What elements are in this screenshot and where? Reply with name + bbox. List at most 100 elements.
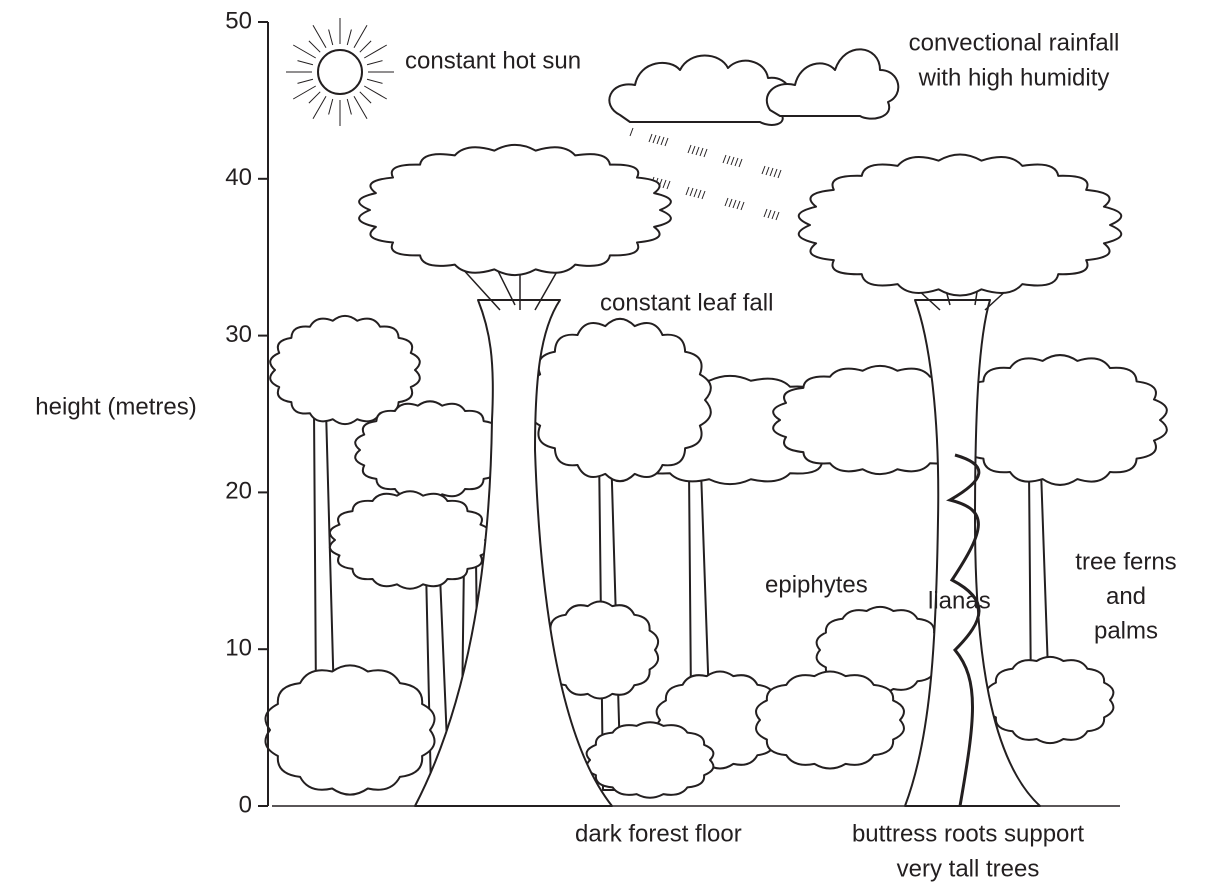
rain-drop <box>777 169 782 179</box>
crown <box>328 490 492 590</box>
tick-label: 30 <box>225 321 252 348</box>
crown <box>354 400 506 500</box>
rain-drop <box>652 134 657 144</box>
cloud <box>765 48 900 120</box>
sun-ray <box>353 24 368 49</box>
crown <box>797 153 1123 297</box>
axis-ticks: 0 10 20 30 40 50 <box>225 7 268 818</box>
rain <box>629 127 782 221</box>
rain-drop <box>728 198 733 208</box>
sun-ray <box>363 44 388 59</box>
rain-drop <box>662 179 667 189</box>
annotation: convectional rainfall <box>909 29 1120 56</box>
rain-drop <box>736 200 741 210</box>
crown <box>952 354 1168 486</box>
sun-ray <box>346 98 352 115</box>
sun <box>317 49 363 95</box>
crown <box>985 655 1115 745</box>
crown <box>358 143 672 277</box>
rain-drop <box>726 155 731 165</box>
rain-drop <box>769 167 774 177</box>
emergent-trunk <box>904 299 1041 807</box>
rain-drop <box>703 148 708 158</box>
annotation: tree ferns <box>1075 548 1176 575</box>
annotation: lianas <box>928 587 991 614</box>
rain-drop <box>724 197 729 207</box>
sun-ray <box>346 29 352 46</box>
rain-drop <box>699 147 704 157</box>
rain-drop <box>738 158 743 168</box>
rain-drop <box>761 165 766 175</box>
rain-drop <box>732 199 737 209</box>
rain-drop <box>666 180 671 190</box>
crown <box>264 664 436 796</box>
rain-drop <box>730 156 735 166</box>
sun-ray <box>359 40 372 53</box>
sun-ray <box>328 29 334 46</box>
rain-drop <box>740 201 745 211</box>
illustration <box>264 18 1168 807</box>
sun-ray <box>359 91 372 104</box>
rain-drop <box>685 186 690 196</box>
sun-ray <box>297 60 314 66</box>
sun-ray <box>312 24 327 49</box>
sun-ray <box>366 60 383 66</box>
annotation: constant leaf fall <box>600 289 773 316</box>
rain-drop <box>773 168 778 178</box>
tick-label: 20 <box>225 478 252 505</box>
rain-drop <box>691 145 696 155</box>
sun-ray <box>297 78 314 84</box>
rain-drop <box>656 135 661 145</box>
sun-ray <box>292 85 317 100</box>
crown <box>755 670 905 770</box>
rain-drop <box>734 157 739 167</box>
tick-label: 50 <box>225 7 252 34</box>
annotation: with high humidity <box>918 64 1110 91</box>
rain-drop <box>767 209 772 219</box>
emergent-trunk <box>414 299 613 807</box>
rain-drop <box>722 154 727 164</box>
cloud <box>608 54 792 126</box>
rain-drop <box>763 208 768 218</box>
lower-trees <box>264 314 1168 799</box>
rain-drop <box>695 146 700 156</box>
axis-label: height (metres) <box>35 393 196 420</box>
annotation: palms <box>1094 617 1158 644</box>
tick-label: 0 <box>239 791 252 818</box>
rain-drop <box>765 166 770 176</box>
tick-label: 10 <box>225 635 252 662</box>
tick-label: 40 <box>225 164 252 191</box>
crown <box>528 317 712 483</box>
crown <box>585 721 715 799</box>
sun-ray <box>308 40 321 53</box>
rain-drop <box>701 190 706 200</box>
sun-rays <box>286 18 394 126</box>
sun-ray <box>363 85 388 100</box>
rain-drop <box>689 187 694 197</box>
annotation: dark forest floor <box>575 820 742 847</box>
sun-ray <box>353 95 368 120</box>
annotation: very tall trees <box>897 855 1040 882</box>
sun-ray <box>328 98 334 115</box>
branches <box>449 239 576 311</box>
crown <box>815 605 945 695</box>
rain-drop <box>697 189 702 199</box>
sun-ray <box>308 91 321 104</box>
annotation: and <box>1106 583 1146 610</box>
rain-drop <box>775 211 780 221</box>
annotation: constant hot sun <box>405 47 581 74</box>
rain-drop <box>693 188 698 198</box>
trunk <box>313 409 335 701</box>
rain-drop <box>771 210 776 220</box>
annotation: buttress roots support <box>852 820 1084 847</box>
rain-drop <box>687 144 692 154</box>
rain-drop <box>664 137 669 147</box>
sun-ray <box>366 78 383 84</box>
rain-drop <box>648 133 653 143</box>
liana <box>946 453 981 807</box>
canopy <box>358 143 1123 297</box>
annotation: epiphytes <box>765 571 868 598</box>
sun-ray <box>292 44 317 59</box>
